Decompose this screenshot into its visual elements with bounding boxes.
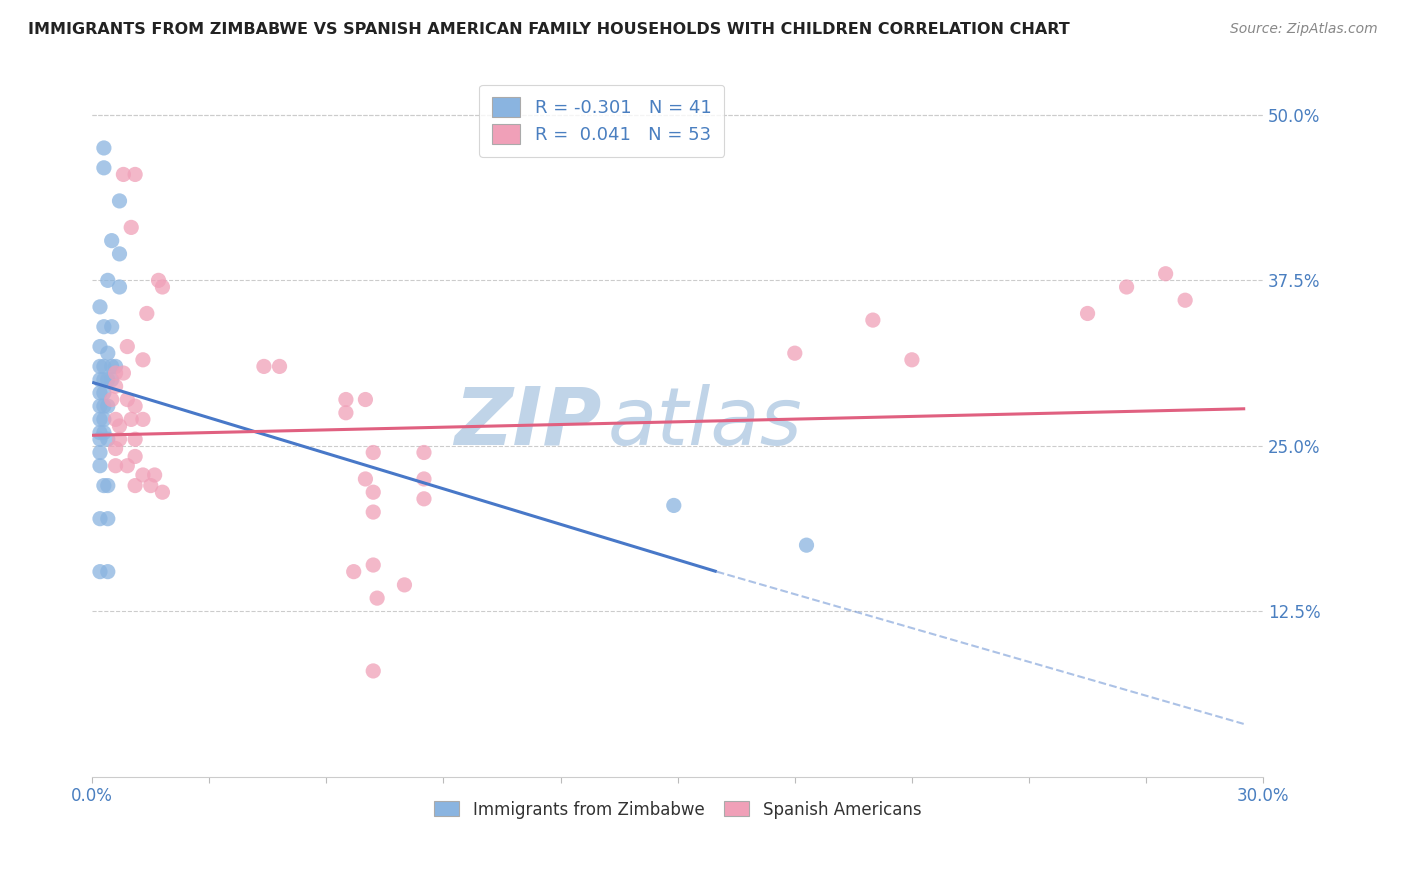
Point [93, 141, 115, 155]
Point [124, 399, 146, 413]
Point [413, 491, 436, 506]
Point [93, 359, 115, 374]
Point [104, 442, 127, 456]
Point [89, 412, 111, 426]
Point [413, 445, 436, 459]
Point [413, 472, 436, 486]
Point [89, 458, 111, 473]
Point [124, 432, 146, 446]
Point [253, 359, 276, 374]
Point [93, 373, 115, 387]
Point [152, 280, 174, 294]
Point [361, 558, 384, 572]
Point [89, 511, 111, 525]
Legend: Immigrants from Zimbabwe, Spanish Americans: Immigrants from Zimbabwe, Spanish Americ… [427, 794, 928, 825]
Point [117, 458, 139, 473]
Point [97, 432, 120, 446]
Point [152, 485, 174, 500]
Point [108, 280, 131, 294]
Point [1077, 306, 1099, 320]
Point [117, 392, 139, 407]
Point [361, 445, 384, 459]
Point [100, 373, 122, 387]
Point [901, 352, 924, 367]
Point [139, 478, 162, 492]
Point [108, 194, 131, 208]
Text: Source: ZipAtlas.com: Source: ZipAtlas.com [1230, 22, 1378, 37]
Point [93, 399, 115, 413]
Point [108, 247, 131, 261]
Point [124, 450, 146, 464]
Point [89, 385, 111, 400]
Point [97, 565, 120, 579]
Point [104, 379, 127, 393]
Point [89, 340, 111, 354]
Point [1174, 293, 1197, 308]
Point [112, 168, 135, 182]
Point [93, 161, 115, 175]
Point [97, 399, 120, 413]
Point [97, 373, 120, 387]
Point [108, 432, 131, 446]
Point [120, 412, 142, 426]
Point [148, 273, 170, 287]
Point [143, 468, 166, 483]
Point [104, 359, 127, 374]
Point [97, 511, 120, 525]
Text: atlas: atlas [607, 384, 803, 462]
Text: ZIP: ZIP [454, 384, 602, 462]
Point [89, 425, 111, 440]
Point [354, 392, 377, 407]
Point [89, 445, 111, 459]
Point [862, 313, 884, 327]
Point [132, 412, 155, 426]
Point [100, 234, 122, 248]
Point [361, 485, 384, 500]
Point [1115, 280, 1137, 294]
Point [335, 406, 357, 420]
Point [104, 366, 127, 380]
Point [89, 359, 111, 374]
Point [783, 346, 806, 360]
Point [89, 300, 111, 314]
Point [124, 168, 146, 182]
Point [394, 578, 416, 592]
Point [93, 425, 115, 440]
Point [89, 399, 111, 413]
Point [112, 366, 135, 380]
Point [93, 478, 115, 492]
Point [796, 538, 818, 552]
Point [89, 373, 111, 387]
Point [132, 352, 155, 367]
Text: IMMIGRANTS FROM ZIMBABWE VS SPANISH AMERICAN FAMILY HOUSEHOLDS WITH CHILDREN COR: IMMIGRANTS FROM ZIMBABWE VS SPANISH AMER… [28, 22, 1070, 37]
Point [354, 472, 377, 486]
Point [97, 273, 120, 287]
Point [343, 565, 366, 579]
Point [124, 478, 146, 492]
Point [97, 478, 120, 492]
Point [93, 412, 115, 426]
Point [120, 220, 142, 235]
Point [335, 392, 357, 407]
Point [97, 346, 120, 360]
Point [366, 591, 388, 606]
Point [89, 432, 111, 446]
Point [361, 505, 384, 519]
Point [100, 392, 122, 407]
Point [361, 664, 384, 678]
Point [100, 319, 122, 334]
Point [1154, 267, 1177, 281]
Point [93, 319, 115, 334]
Point [104, 412, 127, 426]
Point [269, 359, 291, 374]
Point [93, 385, 115, 400]
Point [104, 458, 127, 473]
Point [100, 359, 122, 374]
Point [108, 419, 131, 434]
Point [662, 499, 685, 513]
Point [132, 468, 155, 483]
Point [135, 306, 157, 320]
Point [117, 340, 139, 354]
Point [89, 565, 111, 579]
